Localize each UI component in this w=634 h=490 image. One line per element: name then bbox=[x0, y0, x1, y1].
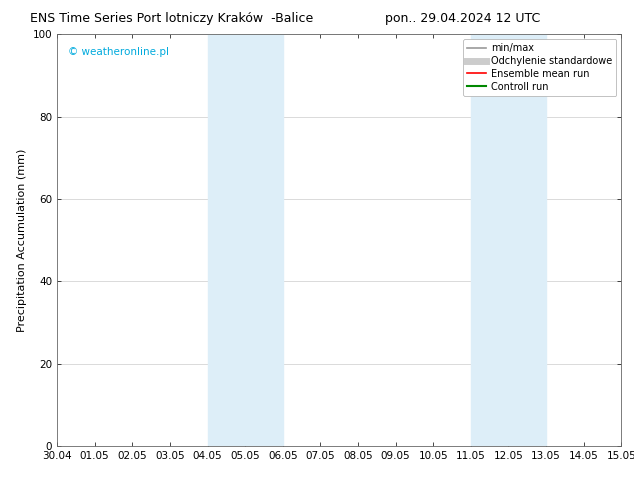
Bar bbox=[207, 34, 283, 446]
Text: pon.. 29.04.2024 12 UTC: pon.. 29.04.2024 12 UTC bbox=[385, 12, 540, 25]
Legend: min/max, Odchylenie standardowe, Ensemble mean run, Controll run: min/max, Odchylenie standardowe, Ensembl… bbox=[463, 39, 616, 96]
Bar bbox=[471, 34, 546, 446]
Y-axis label: Precipitation Accumulation (mm): Precipitation Accumulation (mm) bbox=[17, 148, 27, 332]
Text: ENS Time Series Port lotniczy Kraków  -Balice: ENS Time Series Port lotniczy Kraków -Ba… bbox=[30, 12, 313, 25]
Text: © weatheronline.pl: © weatheronline.pl bbox=[68, 47, 169, 57]
